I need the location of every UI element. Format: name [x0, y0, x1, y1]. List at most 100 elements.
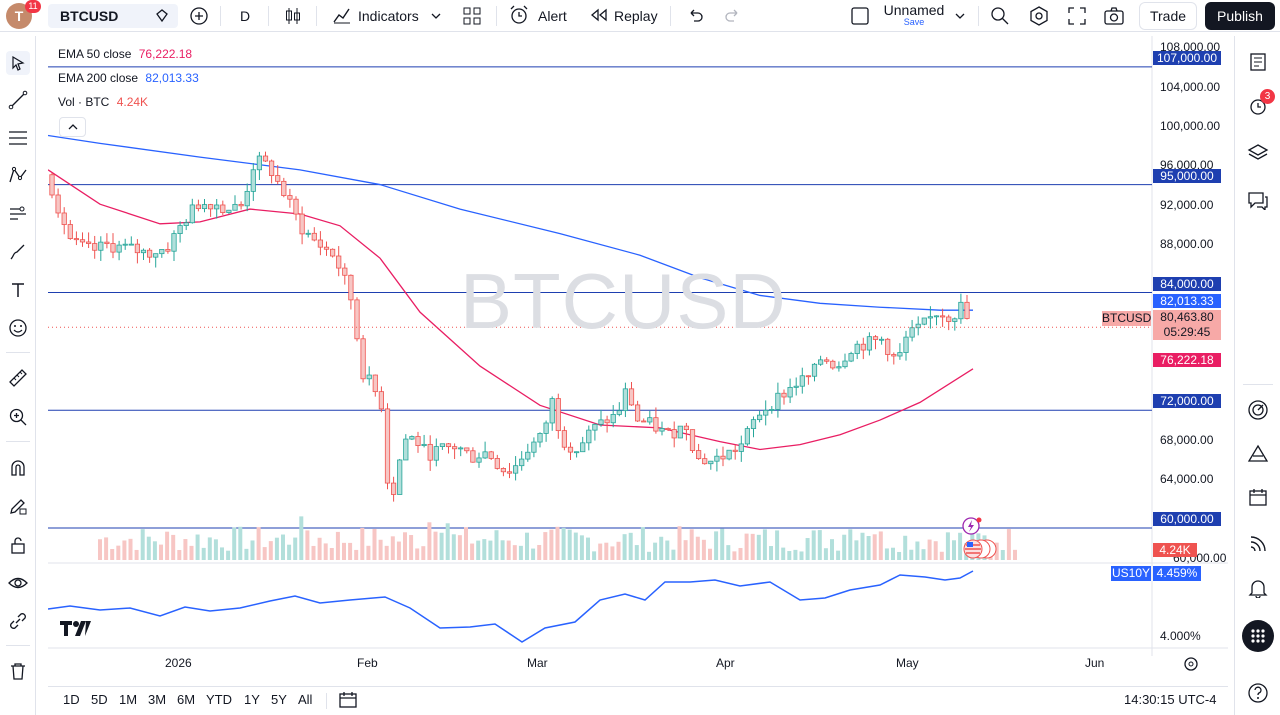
price-tick: 108,000.00 — [1160, 40, 1221, 54]
volume-bar — [110, 548, 115, 560]
volume-bar — [708, 548, 712, 560]
volume-bar — [152, 541, 157, 560]
news-feed-icon[interactable] — [1246, 532, 1270, 556]
forecast-icon[interactable] — [6, 202, 30, 226]
range-5y[interactable]: 5Y — [271, 692, 287, 707]
emoji-icon[interactable] — [6, 316, 30, 340]
volume-bar — [470, 543, 475, 560]
cursor-arrow-icon[interactable] — [6, 51, 30, 75]
trash-icon[interactable] — [6, 659, 30, 683]
level-107000-label[interactable]: 107,000.00 — [1153, 51, 1221, 65]
trade-button[interactable]: Trade — [1139, 2, 1197, 30]
symbol-search[interactable]: BTCUSD — [48, 4, 178, 28]
candle-body — [86, 241, 92, 244]
candles-icon[interactable] — [283, 0, 303, 32]
candle-body — [519, 458, 525, 467]
ideas-triangle-icon[interactable] — [1246, 442, 1270, 466]
level-72000-label[interactable]: 72,000.00 — [1153, 394, 1221, 408]
magnet-icon[interactable] — [6, 456, 30, 480]
candle-body — [92, 243, 98, 251]
volume-bar — [665, 540, 670, 560]
candle-body — [628, 388, 635, 406]
range-3m[interactable]: 3M — [148, 692, 167, 707]
tradingview-logo[interactable] — [59, 619, 93, 642]
fullscreen-icon[interactable] — [1067, 0, 1087, 32]
help-icon[interactable] — [1246, 681, 1270, 705]
replay-button[interactable]: Replay — [590, 0, 658, 32]
layout-checkbox[interactable] — [850, 0, 870, 32]
volume-bar — [506, 540, 511, 560]
chevron-down-icon[interactable] — [955, 0, 965, 32]
volume-bar — [531, 548, 536, 560]
range-ytd[interactable]: YTD — [206, 692, 232, 707]
volume-legend[interactable]: Vol · BTC 4.24K — [58, 95, 148, 109]
volume-bar — [183, 539, 188, 560]
date-range-calendar-icon[interactable] — [338, 690, 358, 715]
alerts-clock-icon[interactable] — [1246, 94, 1270, 118]
calendar-icon[interactable] — [1246, 485, 1270, 509]
alert-button[interactable]: Alert — [508, 0, 567, 32]
pattern-icon[interactable] — [6, 164, 30, 188]
quick-search-icon[interactable] — [990, 0, 1010, 32]
notifications-bell-icon[interactable] — [1246, 576, 1270, 600]
publish-button[interactable]: Publish — [1205, 2, 1275, 30]
chat-icon[interactable] — [1246, 188, 1270, 212]
range-1y[interactable]: 1Y — [244, 692, 260, 707]
camera-icon[interactable] — [1103, 0, 1125, 32]
volume-bar — [933, 541, 938, 560]
redo-icon[interactable] — [724, 0, 742, 32]
candle-body — [159, 249, 165, 255]
level-60000-label[interactable]: 60,000.00 — [1153, 512, 1221, 526]
trend-line-icon[interactable] — [6, 88, 30, 112]
target-icon[interactable] — [1246, 398, 1270, 422]
chart-area[interactable] — [48, 36, 1228, 686]
volume-bar — [177, 550, 182, 560]
candle-body — [488, 451, 494, 459]
us-flag-events-icon[interactable] — [962, 538, 998, 560]
candle-body — [866, 336, 873, 351]
layers-icon[interactable] — [1246, 141, 1270, 165]
eye-icon[interactable] — [6, 571, 30, 595]
drawing-toolbar — [0, 36, 36, 715]
volume-bar — [775, 530, 780, 560]
undo-icon[interactable] — [686, 0, 704, 32]
compare-add-icon[interactable] — [188, 0, 210, 32]
fib-retracement-icon[interactable] — [6, 126, 30, 150]
volume-bar — [732, 551, 737, 560]
watchlist-icon[interactable] — [1246, 50, 1270, 74]
range-6m[interactable]: 6M — [177, 692, 196, 707]
draw-lock-pencil-icon[interactable] — [6, 494, 30, 518]
zoom-in-icon[interactable] — [6, 405, 30, 429]
volume-bar — [134, 549, 139, 560]
level-95000-label[interactable]: 95,000.00 — [1153, 169, 1221, 183]
candle-body — [329, 248, 336, 257]
candle-body — [757, 414, 763, 421]
collapse-legend-button[interactable] — [59, 117, 86, 137]
flash-event-icon[interactable] — [958, 516, 982, 535]
level-84000-label[interactable]: 84,000.00 — [1153, 277, 1221, 291]
user-avatar[interactable]: T 11 — [6, 0, 41, 32]
lock-icon[interactable] — [6, 533, 30, 557]
brush-icon[interactable] — [6, 240, 30, 264]
layout-name[interactable]: Unnamed Save — [882, 2, 946, 27]
indicators-button[interactable]: Indicators — [332, 0, 441, 32]
volume-bar — [891, 547, 895, 560]
link-icon[interactable] — [6, 609, 30, 633]
candle-body — [390, 482, 397, 495]
interval-button[interactable]: D — [240, 8, 251, 24]
ema50-legend[interactable]: EMA 50 close 76,222.18 — [58, 47, 192, 61]
apps-grid-icon[interactable] — [1242, 620, 1274, 652]
range-all[interactable]: All — [298, 692, 313, 707]
axis-settings-gear-icon[interactable] — [1183, 656, 1199, 677]
range-1d[interactable]: 1D — [63, 692, 80, 707]
diamond-icon[interactable] — [154, 8, 170, 27]
text-icon[interactable] — [6, 278, 30, 302]
layouts-grid-icon[interactable] — [462, 0, 482, 32]
range-5d[interactable]: 5D — [91, 692, 108, 707]
ruler-icon[interactable] — [6, 366, 30, 390]
candle-body — [232, 203, 238, 211]
clock-timezone[interactable]: 14:30:15 UTC-4 — [1124, 692, 1217, 707]
ema200-legend[interactable]: EMA 200 close 82,013.33 — [58, 71, 199, 85]
settings-gear-icon[interactable] — [1029, 0, 1049, 32]
range-1m[interactable]: 1M — [119, 692, 138, 707]
